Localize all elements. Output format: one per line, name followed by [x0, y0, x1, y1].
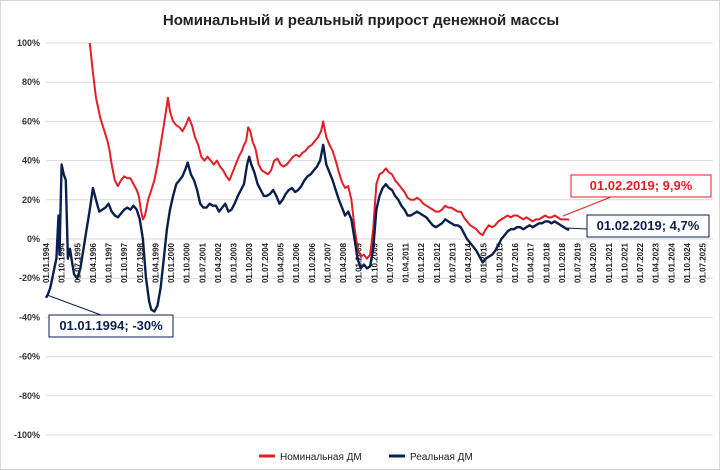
x-tick-label: 01.10.2006	[308, 242, 317, 283]
x-tick-label: 01.04.2011	[402, 242, 411, 282]
legend: Номинальная ДМ Реальная ДМ	[259, 452, 473, 463]
x-tick-label: 01.04.1999	[151, 242, 160, 283]
x-tick-label: 01.10.2003	[245, 242, 254, 283]
callout-real-leader	[566, 227, 588, 230]
x-tick-label: 01.10.1994	[58, 242, 67, 283]
x-tick-label: 01.04.2005	[276, 242, 285, 283]
y-tick-label: -80%	[19, 391, 40, 401]
legend-real-label: Реальная ДМ	[410, 452, 473, 463]
x-tick-label: 01.01.2024	[667, 242, 676, 283]
x-tick-label: 01.04.2002	[214, 242, 223, 283]
x-tick-label: 01.07.2010	[386, 242, 395, 283]
callout-nominal-label: 01.02.2019; 9,9%	[590, 178, 693, 193]
x-tick-label: 01.04.1996	[89, 242, 98, 283]
x-tick-label: 01.04.2020	[589, 242, 598, 283]
y-tick-label: 80%	[22, 77, 40, 87]
x-tick-label: 01.04.2014	[464, 242, 473, 283]
y-tick-label: 20%	[22, 195, 40, 205]
x-tick-label: 01.10.2021	[620, 242, 629, 283]
x-tick-label: 01.10.2018	[558, 242, 567, 283]
x-tick-label: 01.07.2004	[261, 242, 270, 283]
y-tick-label: 100%	[17, 38, 40, 48]
callout-nominal-box	[570, 174, 712, 198]
callouts: 01.02.2019; 9,9% 01.02.2019; 4,7% 01.01.19…	[46, 174, 712, 338]
x-tick-label: 01.07.1995	[73, 242, 82, 283]
x-tick-label: 01.07.1998	[136, 242, 145, 283]
series-real-line	[44, 143, 570, 313]
callout-real-label: 01.02.2019; 4,7%	[597, 218, 700, 233]
series-layer	[44, 42, 570, 313]
series-nominal-line	[88, 42, 570, 260]
x-tick-label: 01.07.2001	[198, 242, 207, 283]
x-tick-label: 01.04.2017	[527, 242, 536, 283]
y-tick-label: -20%	[19, 273, 40, 283]
y-tick-label: -60%	[19, 352, 40, 362]
chart-title: Номинальный и реальный прирост денежной …	[163, 12, 559, 29]
x-tick-label: 01.01.2000	[167, 242, 176, 283]
grid	[46, 42, 713, 436]
callout-real-box	[586, 214, 710, 238]
x-tick-label: 01.10.2000	[183, 242, 192, 283]
legend-nominal-label: Номинальная ДМ	[280, 452, 362, 463]
x-tick-label: 01.01.2003	[230, 242, 239, 283]
x-tick-label: 01.07.2022	[636, 242, 645, 283]
x-tick-label: 01.07.2025	[699, 242, 708, 283]
x-tick-label: 01.01.1994	[42, 242, 51, 283]
x-tick-label: 01.01.2006	[292, 242, 301, 283]
x-tick-label: 01.10.2024	[683, 242, 692, 283]
callout-start-leader	[46, 294, 102, 316]
x-tick-label: 01.01.1997	[105, 242, 114, 283]
x-tick-label: 01.07.2019	[574, 242, 583, 283]
x-tick-label: 01.07.2007	[323, 242, 332, 283]
x-tick-label: 01.04.2023	[652, 242, 661, 283]
x-tick-label: 01.10.2009	[370, 242, 379, 283]
x-tick-label: 01.01.2012	[417, 242, 426, 283]
x-tick-label: 01.07.2016	[511, 242, 520, 283]
y-tick-label: -40%	[19, 312, 40, 322]
x-tick-label: 01.04.2008	[339, 242, 348, 283]
x-tick-label: 01.01.2021	[605, 242, 614, 283]
callout-start-label: 01.01.1994; -30%	[59, 318, 163, 333]
x-tick-label: 01.10.1997	[120, 242, 129, 283]
callout-nominal-leader	[562, 196, 612, 217]
x-tick-label: 01.10.2015	[495, 242, 504, 283]
x-tick-label: 01.01.2015	[480, 242, 489, 283]
y-tick-label: 60%	[22, 116, 40, 126]
x-tick-label: 01.10.2012	[433, 242, 442, 283]
y-tick-label: 0%	[27, 234, 40, 244]
y-tick-label: -100%	[14, 430, 40, 440]
x-tick-label: 01.07.2013	[448, 242, 457, 283]
x-axis-ticks: 01.01.1994 01.10.1994 01.07.1995 01.04.1996…	[42, 242, 708, 283]
y-tick-label: 40%	[22, 156, 40, 166]
x-tick-label: 01.01.2018	[542, 242, 551, 283]
callout-start-box	[48, 314, 174, 338]
y-axis-ticks: 100% 80% 60% 40% 20% 0% -20% -40% -60% -80% -100%	[14, 38, 40, 440]
